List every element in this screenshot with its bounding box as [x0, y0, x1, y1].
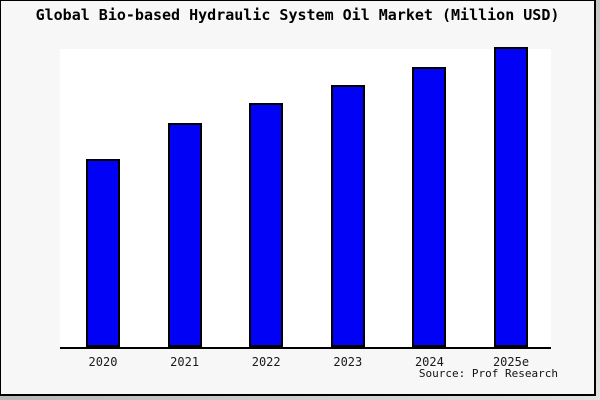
x-axis-label-2025e: 2025e — [492, 355, 530, 369]
bar-2021 — [167, 123, 202, 347]
chart-title: Global Bio-based Hydraulic System Oil Ma… — [35, 6, 560, 24]
bar-2024 — [412, 67, 447, 347]
source-credit: Source: Prof Research — [418, 367, 558, 380]
bar-2025e — [494, 47, 528, 347]
x-axis-labels: 2020 2021 2022 2023 2024 2025e — [1, 355, 594, 371]
x-axis-label-2020: 2020 — [88, 355, 118, 369]
bar-2023 — [330, 85, 365, 347]
x-axis-label-2021: 2021 — [170, 355, 200, 369]
x-axis-label-2022: 2022 — [251, 355, 281, 369]
x-axis-label-2024: 2024 — [414, 355, 444, 369]
bar-2020 — [86, 159, 120, 347]
x-axis-label-2023: 2023 — [333, 355, 363, 369]
plot-area — [60, 47, 551, 349]
bar-2022 — [249, 103, 284, 347]
